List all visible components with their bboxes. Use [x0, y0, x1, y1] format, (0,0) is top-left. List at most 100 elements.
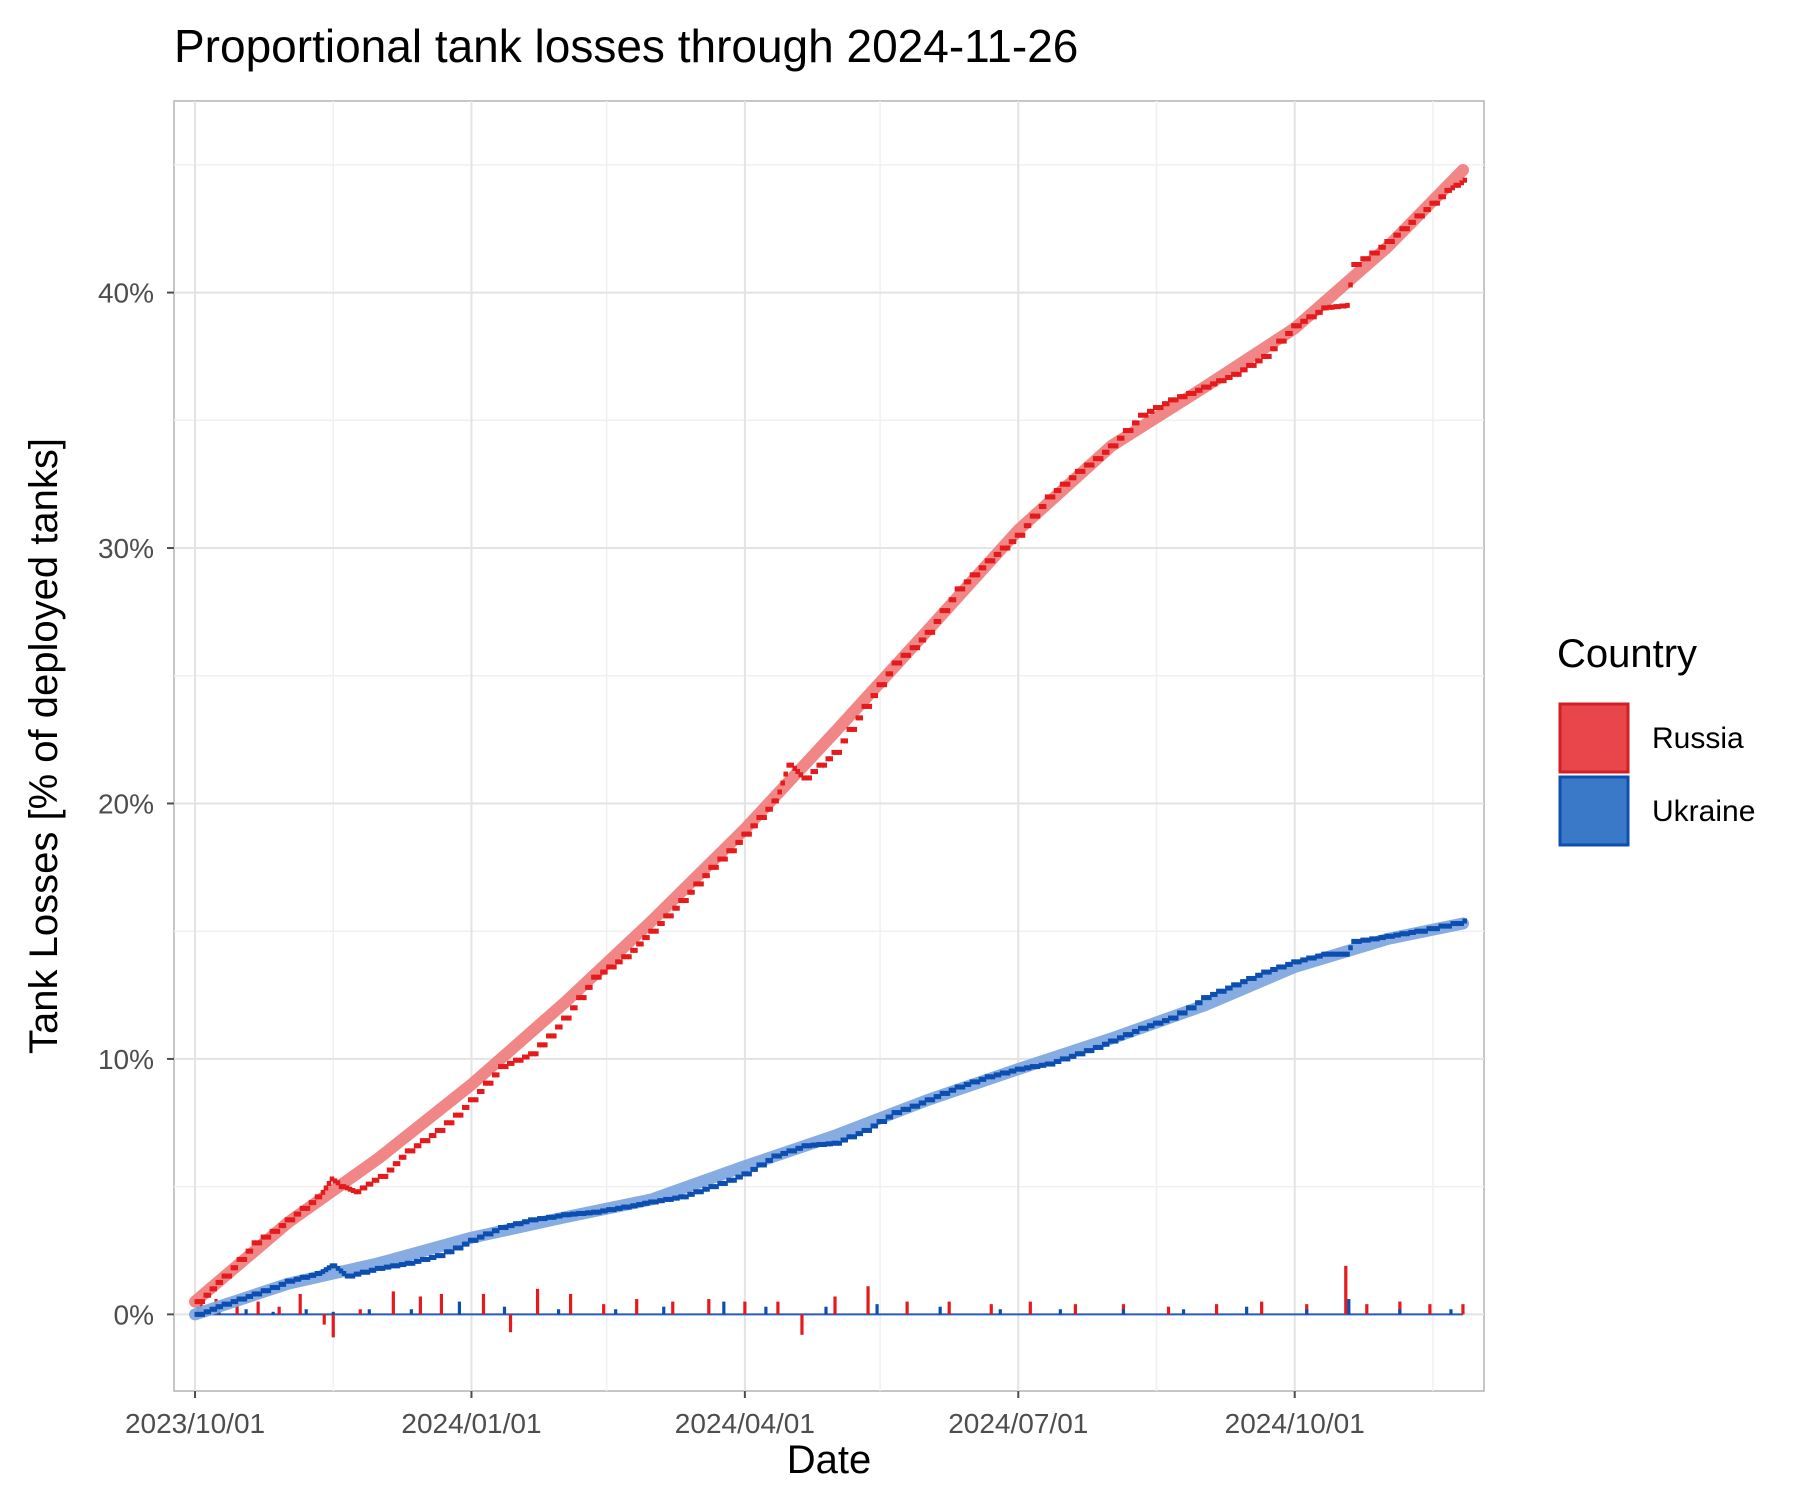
series-point-ukraine — [696, 1189, 701, 1195]
series-point-russia — [197, 1299, 203, 1305]
series-point-ukraine — [377, 1265, 383, 1271]
series-point-ukraine — [197, 1311, 203, 1317]
series-point-ukraine — [1005, 1070, 1011, 1076]
series-point-russia — [1008, 539, 1014, 545]
series-point-ukraine — [338, 1268, 344, 1274]
series-point-russia — [281, 1223, 287, 1229]
series-point-russia — [431, 1133, 437, 1139]
series-point-ukraine — [972, 1079, 978, 1085]
series-point-russia — [861, 703, 867, 709]
series-point-russia — [449, 1120, 455, 1126]
series-point-russia — [819, 762, 824, 768]
daily-change-bar-russia — [1428, 1304, 1432, 1315]
daily-change-bar-russia — [602, 1304, 606, 1315]
series-point-ukraine — [1288, 961, 1293, 967]
series-point-russia — [1017, 532, 1023, 538]
series-point-russia — [1216, 378, 1221, 384]
series-point-ukraine — [227, 1301, 233, 1307]
series-point-ukraine — [356, 1271, 362, 1277]
series-point-russia — [1378, 244, 1383, 250]
series-point-ukraine — [1441, 923, 1446, 929]
series-point-ukraine — [792, 1148, 797, 1154]
series-point-russia — [239, 1256, 245, 1262]
series-point-russia — [1282, 338, 1287, 344]
series-point-russia — [525, 1054, 530, 1060]
daily-change-bar-ukraine — [614, 1309, 618, 1315]
series-point-ukraine — [266, 1288, 272, 1294]
series-point-ukraine — [1450, 921, 1455, 927]
series-point-russia — [224, 1273, 230, 1279]
series-point-russia — [1225, 375, 1230, 381]
series-point-ukraine — [981, 1076, 987, 1082]
series-point-russia — [482, 1080, 488, 1086]
series-point-russia — [275, 1228, 281, 1234]
series-point-ukraine — [212, 1306, 218, 1312]
series-point-ukraine — [401, 1262, 407, 1268]
series-point-russia — [1450, 185, 1455, 191]
series-point-russia — [1453, 182, 1458, 188]
series-point-ukraine — [840, 1137, 846, 1143]
series-point-ukraine — [284, 1278, 290, 1284]
series-point-ukraine — [1360, 937, 1365, 943]
series-point-russia — [1128, 428, 1134, 434]
series-point-ukraine — [927, 1097, 933, 1103]
series-point-russia — [1213, 381, 1218, 387]
daily-change-bar-russia — [439, 1293, 444, 1315]
series-point-ukraine — [350, 1273, 356, 1279]
series-point-russia — [491, 1072, 497, 1078]
series-point-russia — [654, 928, 659, 934]
series-point-russia — [215, 1279, 221, 1285]
series-point-russia — [359, 1185, 365, 1191]
series-point-russia — [1318, 309, 1323, 315]
trend-line-ukraine — [189, 917, 1469, 1321]
series-point-russia — [206, 1292, 212, 1298]
series-point-russia — [582, 995, 587, 1001]
daily-change-bar-russia — [535, 1288, 540, 1315]
series-point-ukraine — [1216, 988, 1221, 994]
series-point-russia — [1152, 405, 1158, 411]
series-point-russia — [972, 572, 978, 578]
series-point-ukraine — [504, 1225, 509, 1231]
series-point-ukraine — [1168, 1015, 1173, 1021]
series-point-russia — [476, 1088, 482, 1094]
series-point-russia — [1053, 488, 1059, 494]
series-point-russia — [1032, 513, 1038, 519]
series-point-russia — [1210, 381, 1215, 387]
daily-change-bar-ukraine — [722, 1301, 726, 1315]
series-point-ukraine — [371, 1267, 377, 1273]
daily-change-bar-ukraine — [1398, 1309, 1402, 1315]
series-point-ukraine — [428, 1255, 434, 1261]
series-point-russia — [1375, 250, 1380, 256]
series-point-russia — [1023, 523, 1029, 529]
series-point-russia — [1071, 475, 1077, 481]
series-point-russia — [1462, 177, 1467, 183]
series-point-russia — [266, 1234, 272, 1240]
series-point-ukraine — [332, 1263, 338, 1269]
series-point-russia — [549, 1033, 554, 1039]
series-point-russia — [1077, 468, 1083, 474]
series-point-russia — [678, 898, 683, 904]
series-point-russia — [1291, 323, 1296, 329]
series-point-ukraine — [236, 1296, 242, 1302]
series-point-ukraine — [897, 1110, 903, 1116]
series-point-ukraine — [1399, 931, 1404, 937]
series-point-ukraine — [1134, 1028, 1140, 1034]
series-point-ukraine — [597, 1209, 602, 1215]
series-point-russia — [918, 637, 924, 643]
series-point-ukraine — [1300, 957, 1305, 963]
series-point-russia — [1107, 443, 1113, 449]
series-point-russia — [594, 974, 599, 980]
series-point-russia — [323, 1185, 329, 1191]
series-point-russia — [1180, 394, 1185, 400]
series-point-ukraine — [383, 1264, 389, 1270]
series-point-ukraine — [1372, 936, 1377, 942]
series-point-russia — [1285, 330, 1290, 336]
series-point-ukraine — [1405, 931, 1410, 937]
series-point-ukraine — [705, 1186, 710, 1192]
series-point-ukraine — [1125, 1032, 1131, 1038]
series-point-russia — [1038, 504, 1044, 510]
series-point-russia — [221, 1273, 227, 1279]
series-point-russia — [660, 921, 665, 927]
series-point-ukraine — [1252, 975, 1257, 981]
series-point-russia — [1402, 226, 1407, 232]
